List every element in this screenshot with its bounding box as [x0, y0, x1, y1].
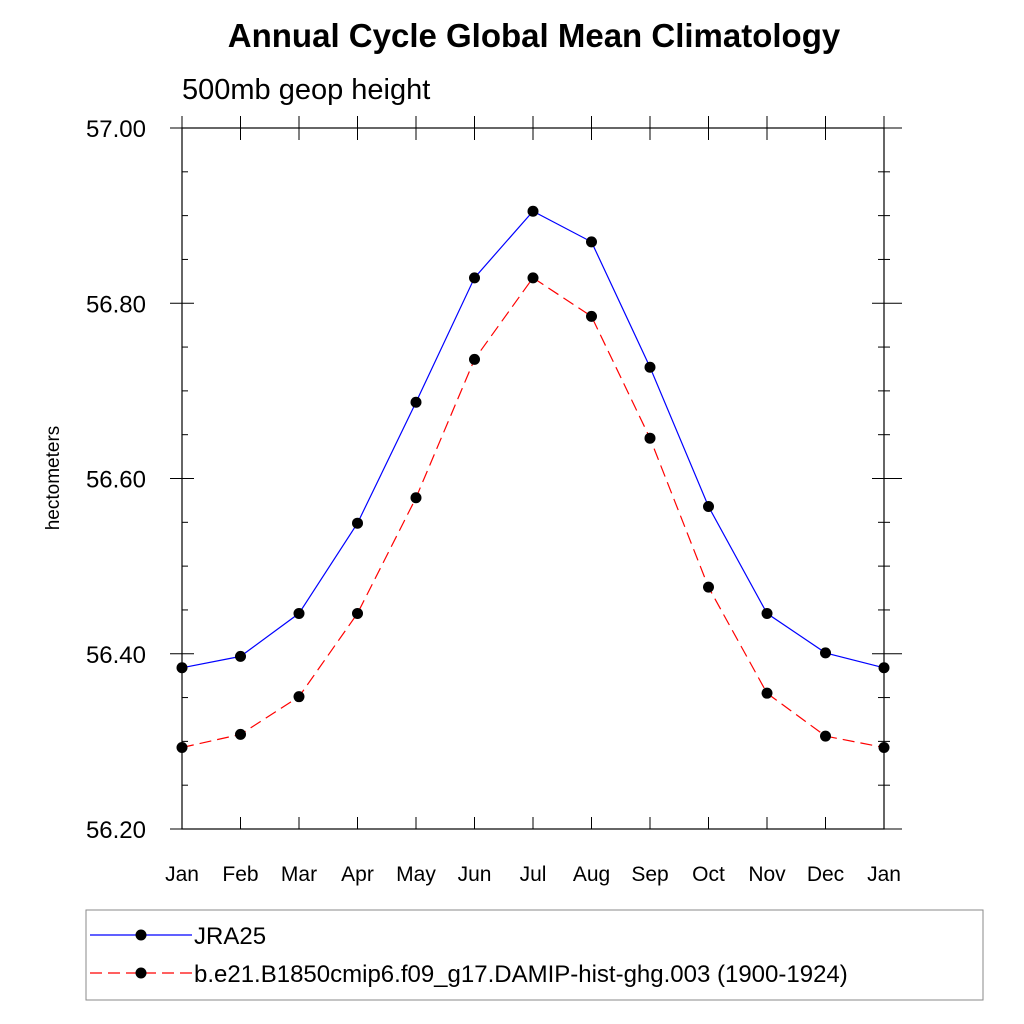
series-point-1 — [527, 205, 539, 217]
legend-swatch-marker-1 — [135, 929, 147, 941]
series-point-2 — [644, 432, 656, 444]
y-tick-label: 56.20 — [86, 817, 146, 844]
y-axis-label: hectometers — [43, 426, 64, 531]
series-point-2 — [293, 691, 305, 703]
x-tick-label: Dec — [807, 863, 844, 886]
series-point-1 — [644, 361, 656, 373]
series-point-2 — [820, 730, 831, 742]
series-point-2 — [703, 581, 714, 593]
x-tick-label: Jan — [867, 863, 901, 886]
series-point-1 — [410, 396, 422, 408]
legend-label-2: b.e21.B1850cmip6.f09_g17.DAMIP-hist-ghg.… — [194, 961, 848, 988]
plot-series — [176, 205, 890, 754]
x-tick-label: Mar — [281, 863, 317, 886]
series-line-2 — [181, 276, 885, 749]
series-point-1 — [703, 501, 714, 513]
x-tick-label: Aug — [573, 863, 610, 886]
x-tick-label: Apr — [341, 863, 374, 886]
y-tick-label: 57.00 — [86, 116, 146, 143]
series-point-2 — [235, 728, 246, 740]
series-point-2 — [176, 742, 188, 754]
plot-frame — [181, 127, 885, 830]
x-tick-label: Oct — [692, 863, 725, 886]
series-point-2 — [352, 607, 363, 619]
y-tick-label: 56.40 — [86, 642, 146, 669]
x-tick-label: Feb — [222, 863, 258, 886]
legend-swatch-marker-2 — [135, 967, 147, 979]
legend-label-1: JRA25 — [194, 923, 266, 950]
series-point-2 — [878, 742, 890, 754]
x-tick-label: May — [396, 863, 436, 886]
x-tick-label: Jan — [165, 863, 199, 886]
y-tick-label: 56.80 — [86, 291, 146, 318]
series-point-1 — [352, 517, 363, 529]
legend: JRA25 b.e21.B1850cmip6.f09_g17.DAMIP-hist… — [85, 909, 984, 1001]
series-point-2 — [469, 353, 480, 365]
x-tick-label: Nov — [748, 863, 786, 886]
series-point-1 — [878, 662, 890, 674]
series-point-2 — [761, 687, 773, 699]
x-tick-label: Sep — [631, 863, 668, 886]
legend-box — [85, 909, 984, 1001]
series-point-2 — [410, 492, 422, 504]
x-tick-label: Jul — [520, 863, 547, 886]
series-point-1 — [235, 650, 246, 662]
series-point-1 — [469, 272, 480, 284]
chart-subtitle: 500mb geop height — [182, 74, 430, 106]
series-point-2 — [586, 310, 597, 322]
axes: 56.20 56.40 56.60 56.80 57.00 Jan Feb Mar Apr May… — [86, 116, 902, 886]
chart-title: Annual Cycle Global Mean Climatology — [228, 17, 841, 54]
series-point-1 — [820, 647, 831, 659]
series-point-2 — [527, 272, 539, 284]
x-tick-label: Jun — [458, 863, 492, 886]
series-point-1 — [176, 662, 188, 674]
y-tick-label: 56.60 — [86, 467, 146, 494]
series-point-1 — [586, 236, 597, 248]
series-point-1 — [761, 607, 773, 619]
series-point-1 — [293, 607, 305, 619]
